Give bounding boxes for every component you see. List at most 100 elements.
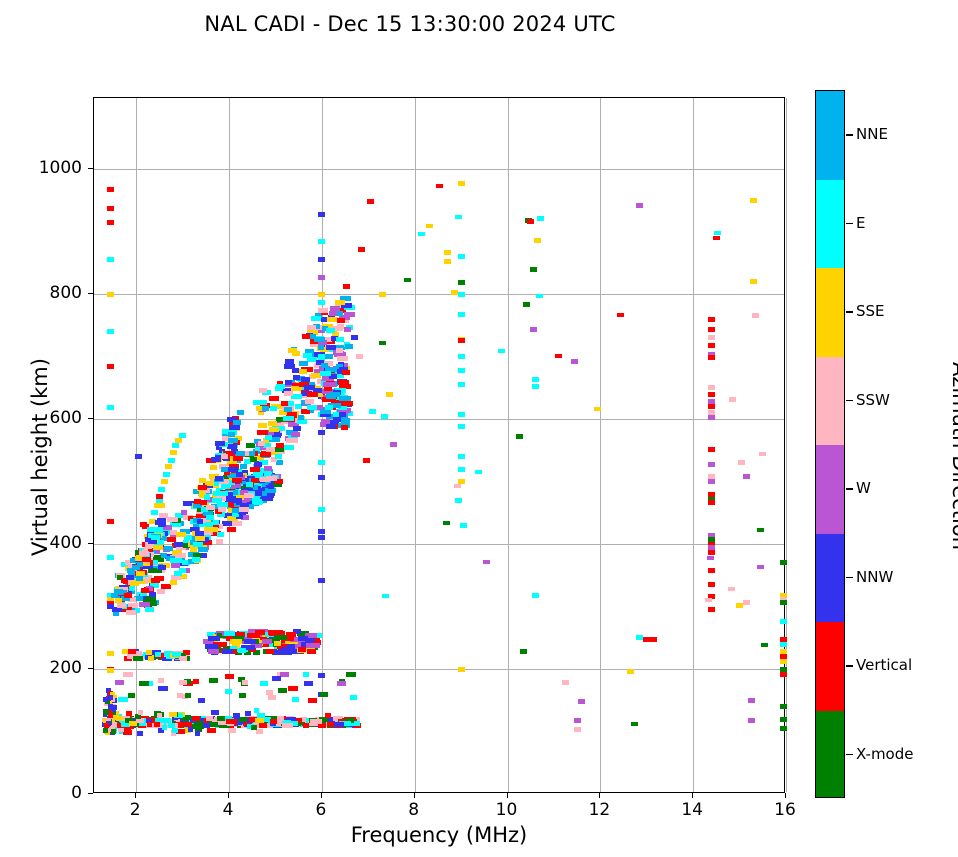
x-tick-label: 6 xyxy=(315,800,327,820)
data-pixel xyxy=(243,492,255,498)
data-pixel xyxy=(302,390,312,396)
data-pixel xyxy=(127,567,135,573)
data-pixel xyxy=(203,526,213,532)
data-pixel xyxy=(109,718,115,724)
data-pixel xyxy=(196,510,203,516)
data-pixel xyxy=(243,721,253,726)
data-pixel xyxy=(475,469,483,474)
data-pixel xyxy=(297,414,305,420)
data-pixel xyxy=(176,692,184,698)
data-pixel xyxy=(285,380,293,386)
data-pixel xyxy=(112,704,118,710)
data-pixel xyxy=(350,335,358,341)
data-pixel xyxy=(203,639,215,645)
data-pixel xyxy=(287,422,299,428)
data-pixel xyxy=(125,717,134,723)
data-pixel xyxy=(385,391,393,397)
data-pixel xyxy=(708,500,716,506)
data-pixel xyxy=(233,712,240,718)
data-pixel xyxy=(302,353,312,359)
data-pixel xyxy=(455,214,463,219)
colorbar-label-e: E xyxy=(856,213,866,232)
data-pixel xyxy=(249,451,256,456)
data-pixel xyxy=(121,649,128,655)
data-pixel xyxy=(209,523,219,529)
data-pixel xyxy=(319,717,329,723)
data-pixel xyxy=(188,727,194,733)
data-pixel xyxy=(285,631,296,637)
figure-title: NAL CADI - Dec 15 13:30:00 2024 UTC xyxy=(204,12,616,36)
data-pixel xyxy=(179,528,191,534)
data-pixel xyxy=(708,536,716,542)
data-pixel xyxy=(136,562,143,568)
data-pixel xyxy=(207,721,218,727)
data-pixel xyxy=(131,565,140,571)
data-pixel xyxy=(286,437,299,443)
data-pixel xyxy=(292,629,302,635)
data-pixel xyxy=(264,472,272,477)
data-pixel xyxy=(339,296,352,302)
data-pixel xyxy=(195,727,203,732)
data-pixel xyxy=(240,514,249,520)
data-pixel xyxy=(157,535,168,541)
data-pixel xyxy=(535,293,543,298)
grid-line-horizontal xyxy=(94,669,784,670)
data-pixel xyxy=(212,718,219,724)
data-pixel xyxy=(197,506,204,512)
data-pixel xyxy=(283,445,294,451)
data-pixel xyxy=(204,494,211,500)
data-pixel xyxy=(322,389,335,395)
data-pixel xyxy=(240,490,249,496)
data-pixel xyxy=(110,712,116,718)
data-pixel xyxy=(300,377,311,383)
y-tick-label: 0 xyxy=(71,783,82,803)
data-pixel xyxy=(277,643,287,649)
data-pixel xyxy=(337,408,348,414)
data-pixel xyxy=(349,721,361,727)
colorbar-label-sse: SSE xyxy=(856,302,885,321)
data-pixel xyxy=(367,199,375,205)
data-pixel xyxy=(211,497,222,503)
data-pixel xyxy=(225,674,234,680)
data-pixel xyxy=(236,451,245,457)
data-pixel xyxy=(328,373,337,379)
x-tick-mark xyxy=(135,793,137,798)
data-pixel xyxy=(457,367,465,373)
data-pixel xyxy=(259,459,269,465)
data-pixel xyxy=(147,551,155,557)
data-pixel xyxy=(204,517,215,523)
data-pixel xyxy=(301,645,315,651)
data-pixel xyxy=(227,432,236,438)
data-pixel xyxy=(317,353,326,359)
data-pixel xyxy=(141,561,150,566)
data-pixel xyxy=(123,729,132,735)
data-pixel xyxy=(219,479,230,485)
grid-line-horizontal xyxy=(94,419,784,421)
data-pixel xyxy=(338,379,350,385)
data-pixel xyxy=(231,497,242,503)
data-pixel xyxy=(442,520,450,525)
data-pixel xyxy=(192,716,201,722)
data-pixel xyxy=(125,574,134,580)
y-tick-mark xyxy=(88,793,93,794)
data-pixel xyxy=(226,719,238,725)
data-pixel xyxy=(167,536,176,542)
data-pixel xyxy=(193,502,202,508)
data-pixel xyxy=(216,532,224,538)
data-pixel xyxy=(331,420,340,426)
data-pixel xyxy=(708,541,716,547)
data-pixel xyxy=(222,502,230,507)
data-pixel xyxy=(498,348,506,353)
data-pixel xyxy=(151,559,158,565)
data-pixel xyxy=(244,650,252,656)
data-pixel xyxy=(216,511,225,517)
data-pixel xyxy=(207,631,218,637)
data-pixel xyxy=(708,326,716,332)
data-pixel xyxy=(136,718,144,724)
data-pixel xyxy=(321,376,335,382)
data-pixel xyxy=(205,505,216,511)
data-pixel xyxy=(713,231,721,236)
data-pixel xyxy=(269,426,279,432)
data-pixel xyxy=(241,503,250,509)
data-pixel xyxy=(130,581,140,586)
